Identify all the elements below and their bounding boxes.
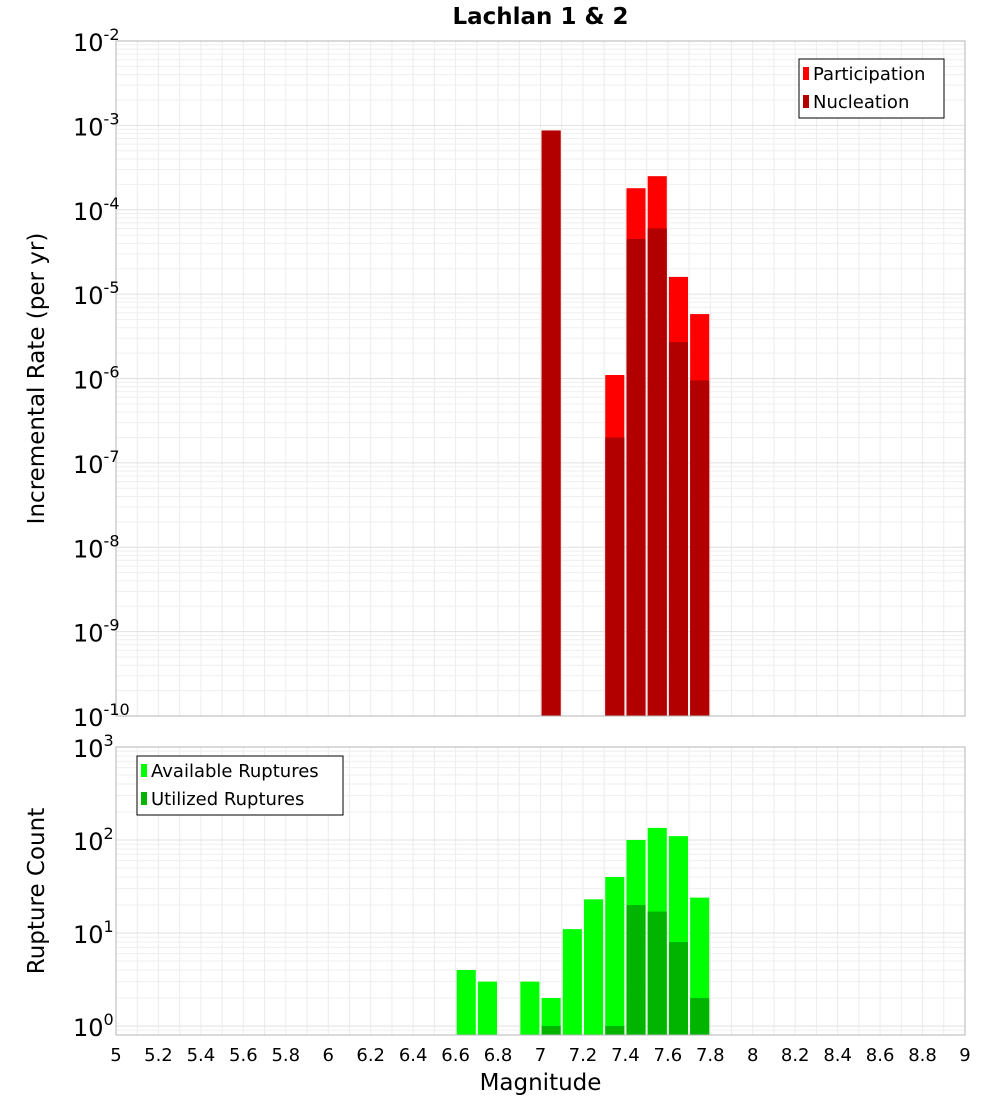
bar (690, 997, 710, 1035)
x-tick-label: 7.8 (696, 1045, 725, 1066)
x-tick-label: 5.4 (187, 1045, 216, 1066)
legend-entry: Available Ruptures (151, 761, 319, 782)
x-tick-label: 8.8 (908, 1045, 937, 1066)
legend-swatch (141, 792, 147, 805)
x-tick-label: 8 (747, 1045, 758, 1066)
legend: Participation Nucleation (798, 58, 945, 119)
x-tick-label: 5.2 (144, 1045, 173, 1066)
y-tick-label: 10-2 (73, 25, 120, 57)
legend-box (798, 58, 945, 119)
x-tick-label: 7 (535, 1045, 546, 1066)
y-tick-label: 102 (73, 824, 114, 856)
x-tick-label: 7.4 (611, 1045, 640, 1066)
bar (605, 877, 625, 1035)
y-tick-label: 10-3 (73, 109, 120, 141)
legend: Available Ruptures Utilized Ruptures (136, 755, 344, 816)
x-tick-label: 6.8 (484, 1045, 513, 1066)
legend-swatch (141, 764, 147, 777)
bar (605, 1025, 625, 1035)
series-1 (541, 904, 710, 1035)
bar (668, 342, 689, 716)
y-axis-label: Rupture Count (24, 808, 50, 974)
bar (541, 997, 561, 1035)
y-tick-labels: 10-10 10-9 10-8 10-7 10-6 10-5 10-4 10-3 10-2 (73, 25, 130, 732)
y-tick-label: 10-9 (73, 616, 120, 648)
bar (626, 239, 646, 716)
plot-panel-1: 100 101 102 103 5 5.2 5.4 5.6 5.8 6 6.2 6.4 6.6 6.8 7 7… (24, 731, 971, 1096)
x-tick-label: 8.4 (823, 1045, 852, 1066)
x-tick-label: 6.2 (356, 1045, 385, 1066)
grid-lines (115, 40, 966, 717)
y-tick-label: 10-8 (73, 531, 120, 563)
x-tick-label: 6 (323, 1045, 334, 1066)
bar (584, 899, 604, 1035)
series-1 (541, 130, 710, 717)
bar (541, 1025, 561, 1035)
bar (562, 929, 582, 1035)
legend-box (136, 755, 344, 816)
y-tick-label: 10-10 (73, 700, 130, 732)
x-tick-label: 6.4 (399, 1045, 428, 1066)
x-tick-label: 5.8 (271, 1045, 300, 1066)
legend-entry: Nucleation (813, 92, 909, 113)
bar (690, 380, 710, 716)
bar (456, 969, 476, 1035)
x-tick-label: 8.2 (781, 1045, 810, 1066)
x-tick-label: 5 (110, 1045, 121, 1066)
x-tick-label: 5.6 (229, 1045, 258, 1066)
legend-entry: Participation (813, 64, 925, 85)
bar (477, 981, 497, 1035)
x-tick-labels: 5 5.2 5.4 5.6 5.8 6 6.2 6.4 6.6 6.8 7 7.2 7.4 7.6 7.8 8… (110, 1045, 970, 1066)
bar (647, 911, 667, 1035)
bar (605, 437, 625, 716)
x-axis-label: Magnitude (480, 1070, 602, 1096)
y-tick-labels: 100 101 102 103 (73, 731, 114, 1042)
x-tick-label: 9 (959, 1045, 970, 1066)
y-tick-label: 100 (73, 1010, 114, 1042)
legend-entry: Utilized Ruptures (151, 789, 304, 810)
bar (541, 130, 561, 717)
chart-title: Lachlan 1 & 2 (452, 4, 628, 30)
bar (647, 228, 667, 716)
y-tick-label: 10-4 (73, 194, 120, 226)
plot-frame (115, 40, 966, 717)
plot-frame (115, 746, 966, 1036)
plot-panel-0: 10-10 10-9 10-8 10-7 10-6 10-5 10-4 10-3 10-2 Inc… (24, 4, 966, 732)
x-tick-label: 6.6 (441, 1045, 470, 1066)
y-tick-label: 103 (73, 731, 114, 763)
y-tick-label: 10-7 (73, 447, 120, 479)
y-axis-label: Incremental Rate (per yr) (24, 233, 50, 525)
x-tick-label: 8.6 (866, 1045, 895, 1066)
bar (626, 904, 646, 1035)
legend-swatch (803, 67, 809, 80)
x-tick-label: 7.6 (654, 1045, 683, 1066)
y-tick-label: 10-5 (73, 278, 120, 310)
legend-swatch (803, 95, 809, 108)
y-tick-label: 10-6 (73, 363, 120, 395)
bar (520, 981, 540, 1035)
y-tick-label: 101 (73, 917, 114, 949)
x-tick-label: 7.2 (569, 1045, 598, 1066)
bar (668, 942, 689, 1035)
